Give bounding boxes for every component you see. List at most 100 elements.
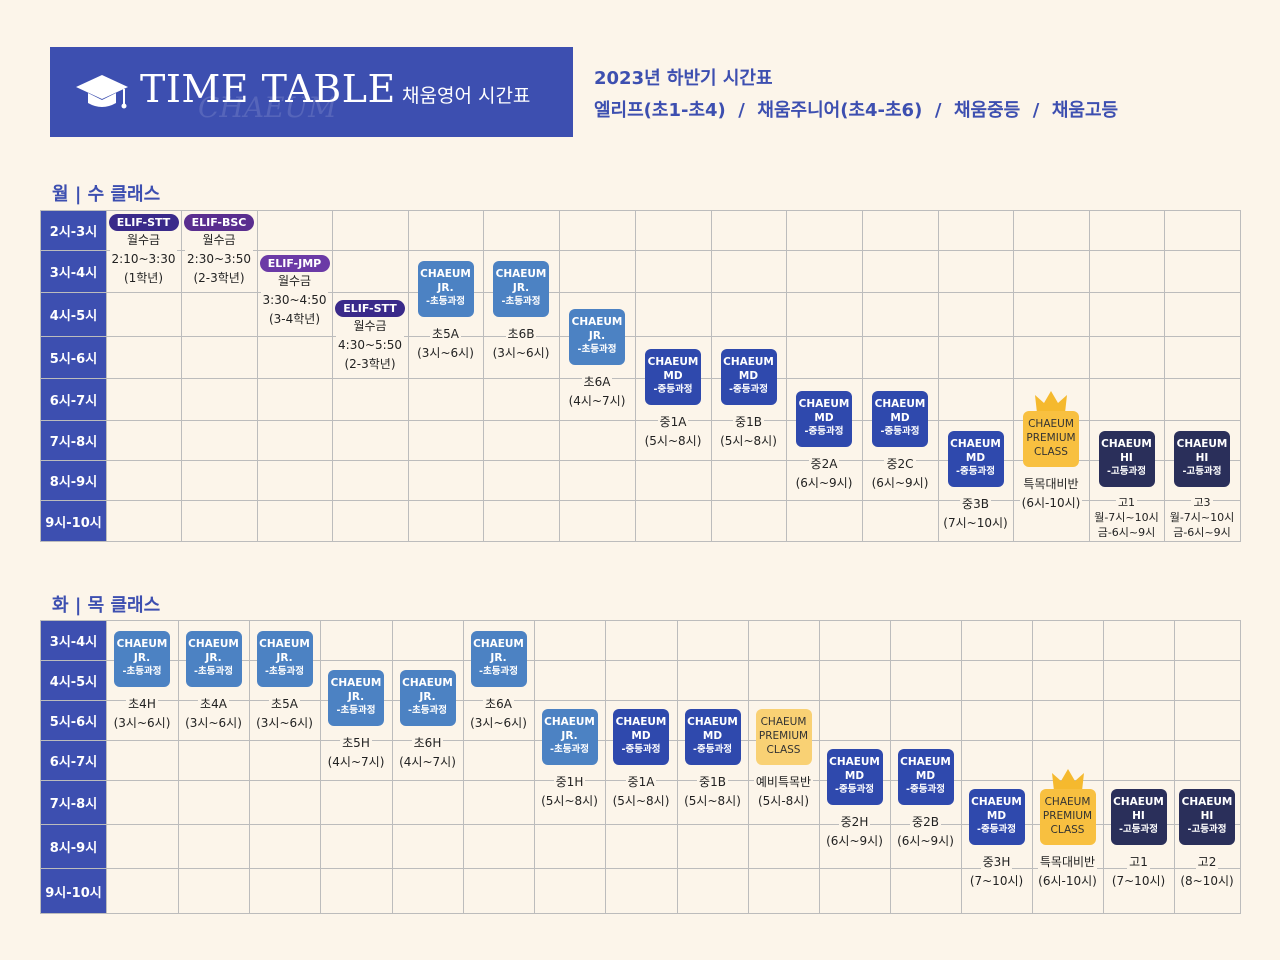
schedule-cell — [1032, 700, 1104, 741]
badge-line: CHAEUM — [1044, 796, 1091, 808]
program-badge: CHAEUM MD -중등과정 — [684, 709, 741, 765]
title-banner: CHAEUM TIME TABLE 채움영어 시간표 — [50, 47, 573, 137]
class-info-text: 월수금 — [200, 231, 238, 250]
schedule-cell — [559, 210, 636, 251]
schedule-cell — [559, 500, 636, 542]
class-info-text: 2:30~3:50 — [185, 250, 253, 269]
class-info-text: 중1H — [553, 773, 586, 792]
schedule-cell — [1164, 378, 1241, 421]
schedule-cell — [677, 620, 749, 661]
badge-line: CHAEUM — [1113, 796, 1164, 808]
schedule-cell — [257, 378, 333, 421]
schedule-cell — [1164, 336, 1241, 379]
brand-watermark: CHAEUM — [198, 91, 337, 124]
badge-line: -초등과정 — [408, 705, 447, 716]
schedule-cell — [257, 500, 333, 542]
badge-line: PREMIUM — [1026, 432, 1076, 444]
class-info-text: 예비특목반 — [753, 773, 814, 792]
program-badge: CHAEUM JR. -초등과정 — [569, 309, 625, 365]
class-info-text: (6시-10시) — [1019, 494, 1083, 513]
badge-line: CHAEUM — [647, 356, 699, 368]
time-slot-label: 9시-10시 — [40, 500, 107, 542]
class-info-text: (3시~6시) — [490, 344, 552, 363]
badge-line: -초등과정 — [336, 705, 376, 716]
class-info-text: 중2H — [838, 813, 871, 832]
badge-line: CLASS — [1050, 824, 1085, 836]
program-badge: CHAEUM JR. -초등과정 — [493, 261, 549, 317]
class-card: CHAEUM JR. -초등과정 초6A (3시~6시) — [464, 628, 533, 733]
badge-line: -중등과정 — [906, 784, 945, 795]
class-info-text: 월수금 — [275, 272, 314, 291]
class-info-text: 금-6시~9시 — [1095, 525, 1158, 540]
schedule-cell — [320, 620, 393, 661]
class-info-text: (3시~6시) — [415, 344, 476, 363]
program-badge: CHAEUM JR. -초등과정 — [328, 670, 384, 726]
program-badge: CHAEUM JR. -초등과정 — [185, 631, 242, 687]
class-card: CHAEUM JR. -초등과정 초5A (3시~6시) — [250, 628, 319, 733]
class-info-text: 초5A — [269, 695, 300, 714]
class-info-text: 2:10~3:30 — [109, 250, 178, 269]
schedule-cell — [181, 378, 258, 421]
class-card: CHAEUM HI -고등과정 고1 월-7시~10시 금-6시~9시 — [1090, 428, 1163, 540]
schedule-cell — [106, 420, 182, 461]
badge-line: HI — [1120, 452, 1133, 464]
class-info-text: 고3 — [1191, 495, 1213, 510]
badge-line: CLASS — [766, 744, 801, 756]
time-slot-label: 3시-4시 — [40, 250, 107, 293]
badge-line: CHAEUM — [116, 638, 168, 650]
badge-line: -중등과정 — [729, 384, 768, 395]
class-info-text: 중1A — [657, 413, 689, 432]
badge-line: CHAEUM — [950, 438, 1001, 450]
schedule-cell — [1013, 210, 1090, 251]
schedule-cell — [483, 500, 560, 542]
badge-line: CHAEUM — [420, 268, 471, 280]
badge-line: CHAEUM — [971, 796, 1022, 808]
schedule-cell — [819, 620, 891, 661]
badge-line: -초등과정 — [479, 666, 518, 677]
schedule-cell — [249, 824, 321, 869]
program-badge: CHAEUM JR. -초등과정 — [541, 709, 598, 765]
badge-line: MD — [986, 810, 1007, 822]
schedule-cell — [711, 500, 787, 542]
badge-line: -중등과정 — [804, 426, 844, 437]
schedule-cell — [463, 780, 535, 825]
program-badge: CHAEUM JR. -초등과정 — [417, 261, 474, 317]
schedule-cell — [677, 868, 749, 914]
schedule-cell — [332, 250, 409, 293]
schedule-cell — [635, 460, 712, 501]
badge-line: MD — [814, 412, 834, 424]
badge-line: MD — [631, 730, 651, 742]
schedule-cell — [181, 292, 258, 337]
class-info-text: (2-3학년) — [342, 355, 398, 374]
schedule-cell — [961, 740, 1033, 781]
schedule-cell — [1103, 700, 1175, 741]
schedule-cell — [178, 824, 250, 869]
schedule-cell — [1013, 292, 1090, 337]
class-info-text: 월수금 — [351, 317, 389, 336]
badge-line: JR. — [347, 691, 365, 703]
badge-line: HI — [1132, 810, 1145, 822]
class-level-pill: ELIF-STT — [108, 214, 179, 231]
badge-line: MD — [890, 412, 910, 424]
class-card: CHAEUM HI -고등과정 고3 월-7시~10시 금-6시~9시 — [1165, 428, 1239, 540]
schedule-cell — [748, 620, 820, 661]
schedule-cell — [106, 336, 182, 379]
class-info-text: 초5A — [430, 325, 461, 344]
badge-line: -초등과정 — [122, 666, 162, 677]
badge-line: -중등과정 — [835, 784, 874, 795]
badge-line: CHAEUM — [900, 756, 951, 768]
badge-line: CHAEUM — [723, 356, 774, 368]
schedule-cell — [257, 460, 333, 501]
badge-line: CHAEUM — [259, 638, 310, 650]
badge-line: CHAEUM — [615, 716, 667, 728]
schedule-cell — [819, 660, 891, 701]
class-card: CHAEUM MD -중등과정 중1B (5시~8시) — [712, 346, 785, 451]
class-info-text: (4시~7시) — [397, 753, 458, 772]
schedule-cell — [677, 824, 749, 869]
class-card: CHAEUM PREMIUM CLASS 특목대비반 (6시-10시) — [1033, 766, 1102, 891]
schedule-cell — [181, 500, 258, 542]
class-info-text: 월수금 — [124, 231, 163, 250]
badge-line: -초등과정 — [577, 344, 617, 355]
class-info-text: (5시~8시) — [610, 792, 672, 811]
schedule-cell — [332, 210, 409, 251]
